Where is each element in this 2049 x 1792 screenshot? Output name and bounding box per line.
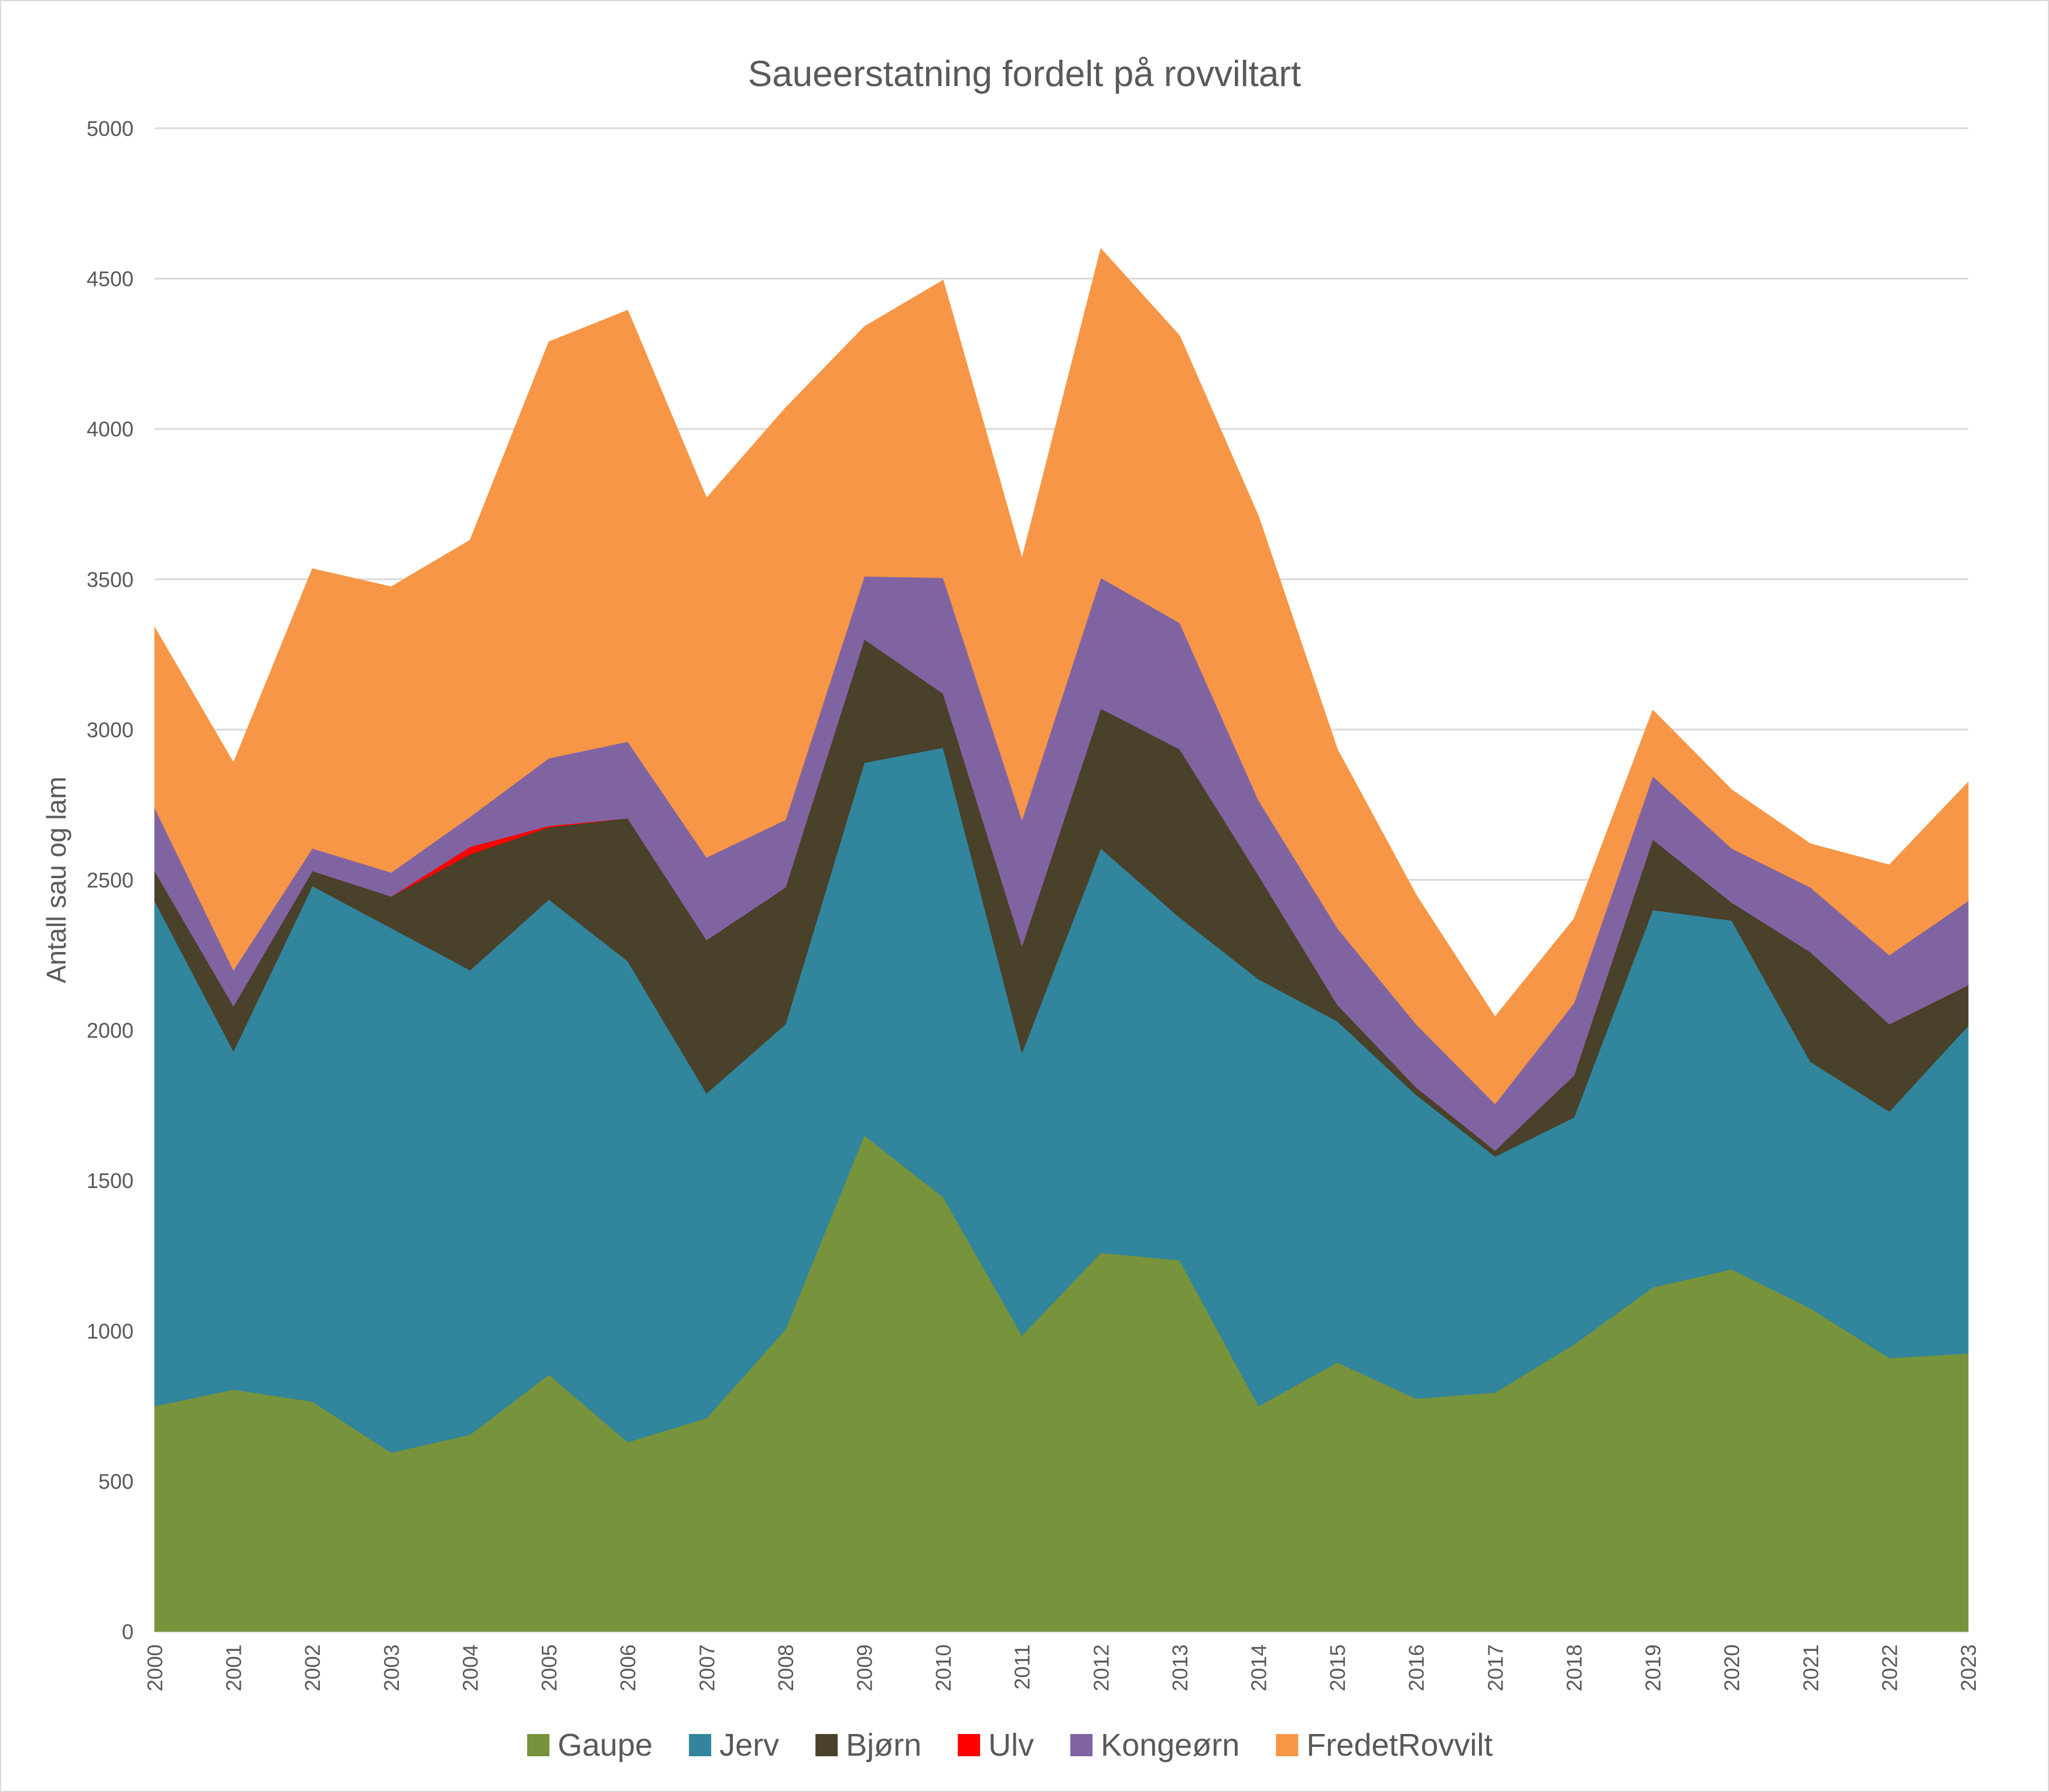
x-tick-label: 2021 bbox=[1799, 1644, 1823, 1691]
x-tick-label: 2010 bbox=[931, 1644, 955, 1691]
legend-swatch-gaupe bbox=[527, 1734, 549, 1756]
x-tick-label: 2009 bbox=[853, 1644, 877, 1691]
legend-swatch-fredetrovvilt bbox=[1276, 1734, 1299, 1756]
x-tick-label: 2018 bbox=[1562, 1644, 1586, 1691]
x-tick-label: 2008 bbox=[774, 1644, 798, 1691]
legend: Gaupe Jerv Bjørn Ulv Kongeørn FredetRovvilt bbox=[527, 1728, 1493, 1763]
legend-swatch-ulv bbox=[958, 1734, 981, 1756]
y-tick-labels: 0 500 1000 1500 2000 2500 3000 3500 4000 4500 5000 bbox=[87, 117, 134, 1644]
y-tick-label: 2500 bbox=[87, 868, 134, 892]
legend-label: Gaupe bbox=[558, 1728, 653, 1763]
x-tick-label: 2016 bbox=[1405, 1644, 1429, 1691]
x-tick-label: 2022 bbox=[1877, 1644, 1901, 1691]
x-tick-label: 2019 bbox=[1641, 1644, 1665, 1691]
x-tick-label: 2023 bbox=[1956, 1644, 1980, 1691]
legend-label: FredetRovvilt bbox=[1306, 1728, 1493, 1763]
x-tick-label: 2005 bbox=[537, 1644, 561, 1691]
y-tick-label: 1500 bbox=[87, 1169, 134, 1193]
legend-swatch-bjørn bbox=[815, 1734, 838, 1756]
legend-label: Jerv bbox=[719, 1728, 779, 1763]
legend-label: Kongeørn bbox=[1101, 1728, 1239, 1763]
x-tick-label: 2012 bbox=[1089, 1644, 1113, 1691]
y-tick-label: 3500 bbox=[87, 568, 134, 592]
x-tick-label: 2020 bbox=[1720, 1644, 1744, 1691]
y-tick-label: 0 bbox=[122, 1620, 134, 1644]
legend-swatch-jerv bbox=[689, 1734, 712, 1756]
x-tick-label: 2015 bbox=[1326, 1644, 1350, 1691]
x-tick-label: 2017 bbox=[1483, 1644, 1507, 1691]
x-tick-label: 2011 bbox=[1010, 1644, 1034, 1689]
x-tick-label: 2003 bbox=[380, 1644, 404, 1691]
x-tick-label: 2007 bbox=[695, 1644, 719, 1691]
y-tick-label: 5000 bbox=[87, 117, 134, 141]
area-series-layer bbox=[154, 248, 1969, 1632]
area-series-fredetrovvilt bbox=[154, 248, 1969, 1105]
x-tick-label: 2014 bbox=[1247, 1644, 1271, 1691]
y-tick-label: 500 bbox=[98, 1469, 134, 1493]
y-tick-label: 1000 bbox=[87, 1319, 134, 1343]
chart-title: Saueerstatning fordelt på rovviltart bbox=[748, 54, 1301, 94]
x-tick-labels: 2000 2001 2002 2003 2004 2005 2006 2007 2008 2009… bbox=[143, 1644, 1980, 1691]
legend-label: Ulv bbox=[988, 1728, 1034, 1763]
x-tick-label: 2001 bbox=[222, 1644, 246, 1691]
y-tick-label: 4500 bbox=[87, 267, 134, 291]
x-tick-label: 2000 bbox=[143, 1644, 167, 1691]
y-axis-label: Antall sau og lam bbox=[41, 777, 71, 984]
legend-label: Bjørn bbox=[846, 1728, 921, 1763]
y-tick-label: 2000 bbox=[87, 1019, 134, 1043]
x-tick-label: 2006 bbox=[616, 1644, 640, 1691]
x-tick-label: 2002 bbox=[300, 1644, 325, 1691]
x-tick-label: 2013 bbox=[1168, 1644, 1192, 1691]
legend-swatch-kongeørn bbox=[1070, 1734, 1093, 1756]
y-tick-label: 4000 bbox=[87, 417, 134, 441]
y-tick-label: 3000 bbox=[87, 718, 134, 742]
x-tick-label: 2004 bbox=[458, 1644, 482, 1691]
